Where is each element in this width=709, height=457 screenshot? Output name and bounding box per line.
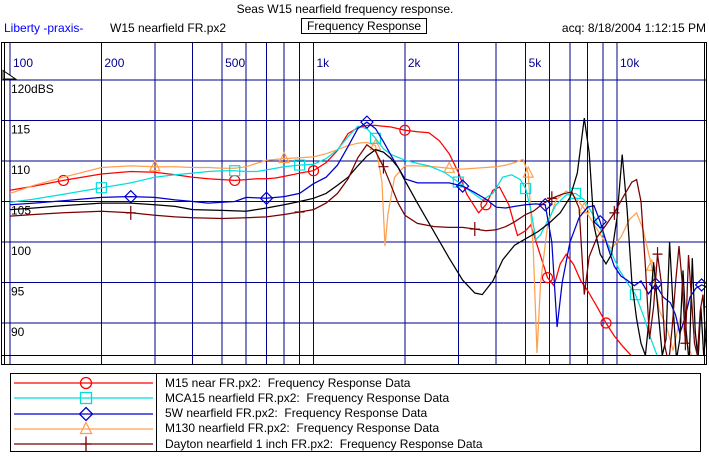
plus-marker-icon	[652, 247, 663, 262]
circle-marker-icon	[600, 317, 612, 329]
triangle-marker-icon	[443, 160, 456, 173]
legend-item-label: 5W nearfield FR.px2: Frequency Response …	[165, 406, 428, 421]
legend-item-1: M15 near FR.px2: Frequency Response Data	[11, 375, 700, 390]
y-axis-label: 95	[11, 285, 25, 299]
diamond-marker-icon	[593, 214, 607, 229]
circle-marker-icon	[399, 124, 411, 136]
y-axis-labels: 120dBS 115 110 105 100 95 90	[11, 82, 54, 339]
legend-item-label: M130 nearfield FR.px2: Frequency Respons…	[165, 421, 440, 436]
legend-marker-triangle	[14, 420, 153, 435]
square-marker-icon	[629, 289, 642, 301]
y-axis-label: 100	[11, 244, 31, 258]
triangle-marker-icon	[522, 165, 535, 178]
cursor-marker[interactable]	[2, 69, 18, 80]
y-axis-label: 110	[11, 163, 30, 177]
curve-m130	[9, 141, 693, 356]
x-axis-label: 100	[13, 56, 33, 70]
square-marker-icon	[520, 182, 532, 195]
circle-marker-icon	[79, 376, 93, 390]
document-name-label: W15 nearfield FR.px2	[110, 21, 227, 35]
app-name-label: Liberty -praxis-	[4, 21, 84, 35]
diamond-marker-icon	[78, 406, 94, 421]
legend-item-label: Dayton nearfield 1 inch FR.px2: Frequenc…	[165, 436, 483, 451]
legend-item-3: 5W nearfield FR.px2: Frequency Response …	[11, 406, 700, 421]
x-axis-label: 1k	[317, 56, 331, 70]
plus-marker-icon	[294, 205, 305, 220]
plus-marker-icon	[703, 306, 707, 308]
plot-border	[1, 42, 707, 365]
diamond-marker-icon	[538, 197, 553, 212]
plus-marker-icon	[546, 191, 557, 206]
square-marker-icon	[369, 132, 382, 144]
diamond-marker-icon	[360, 115, 374, 129]
legend-divider	[156, 374, 157, 451]
x-axis-label: 10k	[620, 56, 640, 70]
square-marker-icon	[229, 165, 241, 177]
plus-marker-icon	[469, 222, 480, 237]
triangle-marker-icon	[79, 420, 93, 435]
series-m130	[9, 138, 709, 374]
curve-m15	[9, 124, 632, 356]
diamond-marker-icon	[259, 191, 274, 206]
diamond-marker-icon	[694, 278, 707, 292]
legend-item-5: Dayton nearfield 1 inch FR.px2: Frequenc…	[11, 436, 700, 452]
y-axis-label: 115	[11, 123, 30, 137]
plus-marker-icon	[609, 205, 620, 220]
legend-marker-square	[14, 392, 153, 405]
curve-mca15	[9, 125, 658, 356]
square-marker-icon	[294, 159, 306, 171]
series-m15	[9, 124, 632, 356]
series-w15	[9, 118, 707, 356]
legend-marker-circle	[14, 376, 153, 390]
x-axis-label: 200	[104, 56, 124, 70]
square-marker-icon	[79, 392, 93, 405]
curve-dayton	[9, 143, 707, 356]
legend-marker-plus	[14, 436, 153, 452]
series-dayton	[9, 143, 707, 356]
legend-item-4: M130 nearfield FR.px2: Frequency Respons…	[11, 420, 700, 436]
x-axis-labels: 100 200 500 1k 2k 5k 10k	[13, 56, 640, 70]
curve-w15	[9, 118, 707, 356]
series-5w	[9, 115, 707, 336]
x-axis-label: 2k	[408, 56, 422, 70]
y-axis-label: 120dBS	[11, 82, 54, 96]
y-axis-label: 90	[11, 325, 25, 339]
circle-marker-icon	[57, 174, 70, 187]
acquisition-timestamp: acq: 8/18/2004 1:12:15 PM	[561, 21, 706, 35]
triangle-marker-icon	[278, 151, 291, 164]
circle-marker-icon	[541, 272, 554, 284]
legend-panel: M15 near FR.px2: Frequency Response Data…	[10, 373, 701, 452]
x-axis-label: 5k	[529, 56, 543, 70]
x-axis-label: 500	[225, 56, 245, 70]
plus-marker-icon	[80, 436, 92, 452]
grid	[2, 43, 706, 365]
triangle-marker-icon	[703, 364, 709, 374]
legend-marker-diamond	[14, 406, 153, 421]
plus-marker-icon	[378, 159, 389, 174]
plus-marker-icon	[680, 336, 691, 351]
chart-title: Seas W15 nearfield frequency response.	[236, 2, 454, 16]
outer-border	[1, 42, 707, 365]
diamond-marker-icon	[455, 179, 470, 193]
y-axis-label: 105	[11, 204, 31, 218]
circle-marker-icon	[307, 165, 320, 177]
plus-marker-icon	[125, 205, 136, 220]
square-marker-icon	[95, 182, 107, 194]
view-mode-box[interactable]: Frequency Response	[301, 18, 428, 34]
legend-item-label: MCA15 nearfield FR.px2: Frequency Respon…	[165, 390, 450, 405]
triangle-marker-icon	[148, 159, 161, 172]
series-mca15	[9, 125, 658, 356]
legend-item-2: MCA15 nearfield FR.px2: Frequency Respon…	[11, 390, 700, 405]
square-marker-icon	[569, 187, 582, 199]
legend-item-label: M15 near FR.px2: Frequency Response Data	[165, 375, 411, 390]
